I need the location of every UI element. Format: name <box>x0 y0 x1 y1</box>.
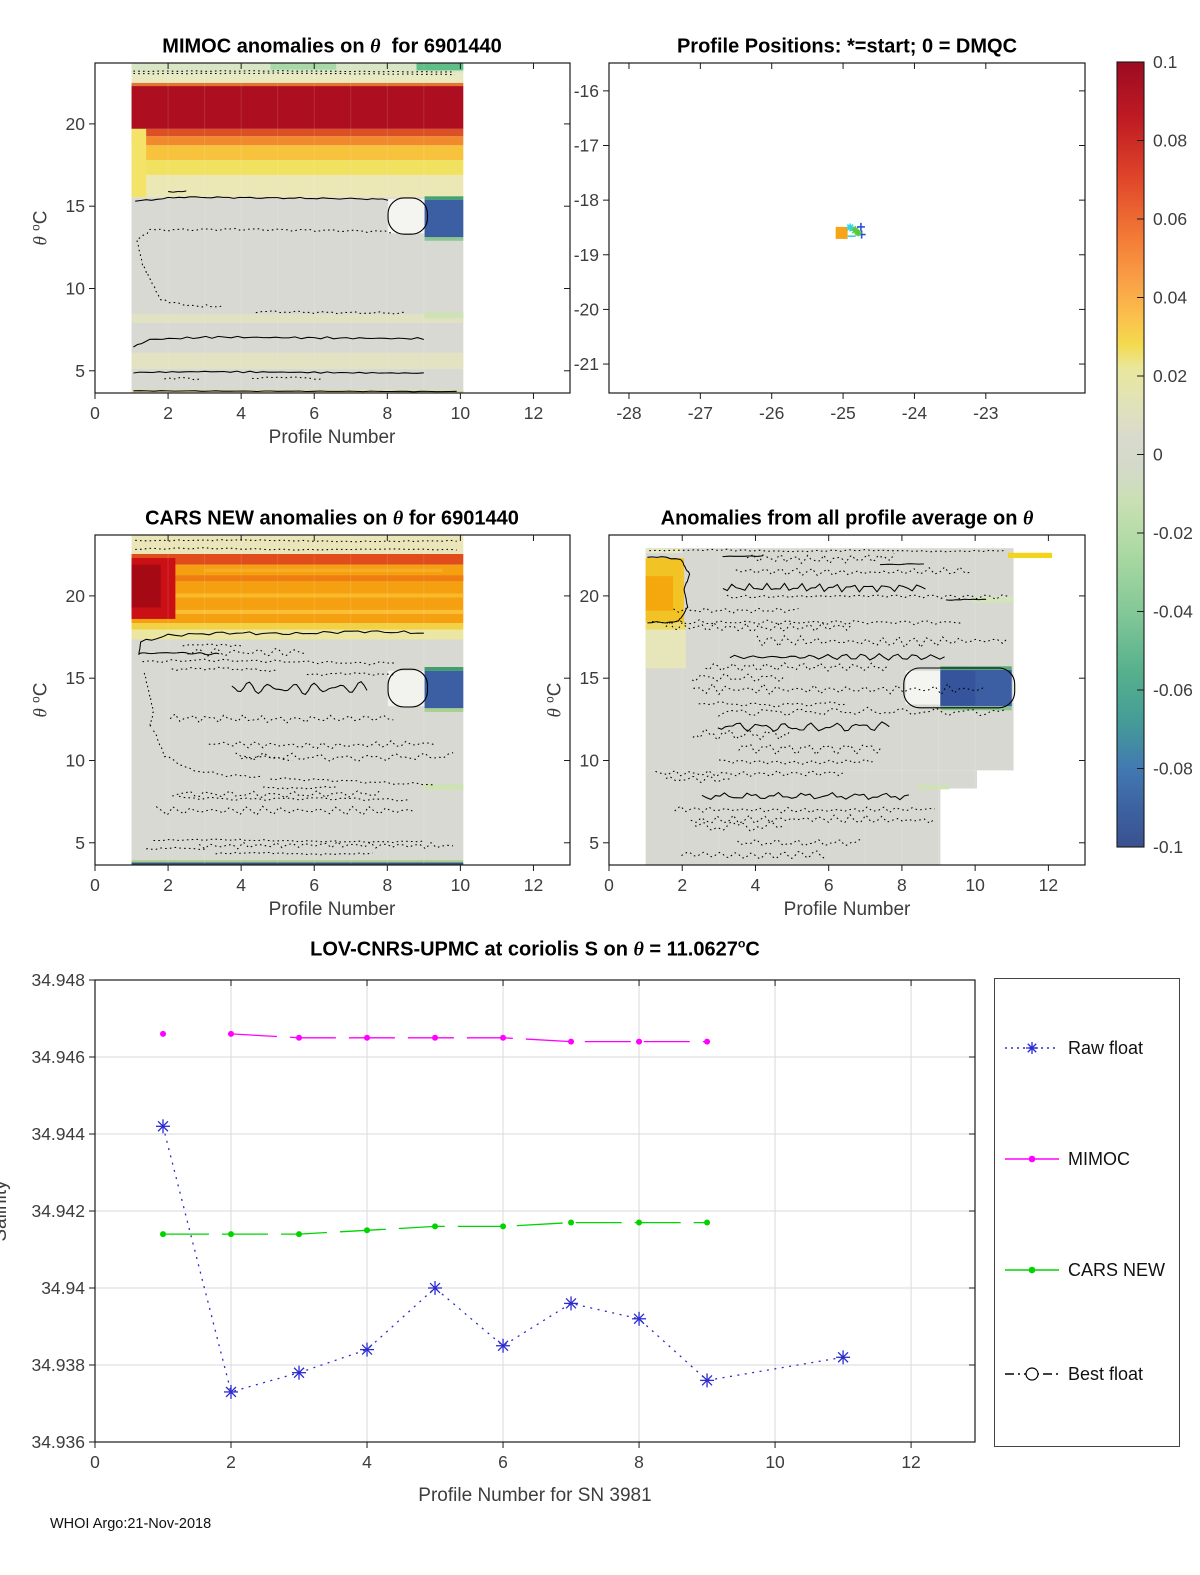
anomalies-xlabel: Profile Number <box>783 899 911 920</box>
salinity-ylabel: Salinity <box>0 1180 11 1242</box>
legend-label-mimoc: MIMOC <box>1068 1148 1130 1169</box>
svg-text:10: 10 <box>765 1452 785 1472</box>
salinity-xlabel: Profile Number for SN 3981 <box>418 1485 652 1506</box>
legend-sample-raw-float <box>1005 1042 1059 1054</box>
svg-text:-0.02: -0.02 <box>1153 523 1193 543</box>
profile-positions-title: Profile Positions: *=start; 0 = DMQC <box>676 35 1018 58</box>
svg-text:-26: -26 <box>759 403 784 423</box>
cars-ylabel: θ oC <box>29 682 52 718</box>
svg-text:-20: -20 <box>574 299 600 319</box>
svg-text:0.06: 0.06 <box>1153 209 1187 229</box>
svg-text:34.948: 34.948 <box>31 970 85 990</box>
svg-text:-21: -21 <box>574 354 599 374</box>
svg-text:-19: -19 <box>574 245 599 265</box>
svg-text:15: 15 <box>66 668 85 688</box>
svg-text:10: 10 <box>965 875 985 895</box>
svg-text:2: 2 <box>163 403 173 423</box>
svg-text:4: 4 <box>362 1452 372 1472</box>
svg-text:12: 12 <box>524 875 543 895</box>
cars-xlabel: Profile Number <box>268 899 396 920</box>
svg-text:0: 0 <box>90 403 100 423</box>
legend-sample-cars-new <box>1005 1266 1059 1274</box>
svg-text:-28: -28 <box>616 403 641 423</box>
svg-text:4: 4 <box>236 875 246 895</box>
svg-text:34.942: 34.942 <box>31 1201 85 1221</box>
svg-text:-0.04: -0.04 <box>1153 602 1193 622</box>
svg-text:34.946: 34.946 <box>31 1047 85 1067</box>
svg-text:6: 6 <box>309 875 319 895</box>
svg-text:34.944: 34.944 <box>31 1124 85 1144</box>
svg-text:-0.1: -0.1 <box>1153 837 1183 857</box>
svg-text:15: 15 <box>580 668 599 688</box>
svg-text:12: 12 <box>901 1452 920 1472</box>
svg-text:2: 2 <box>677 875 687 895</box>
all-profile-anomalies-title: Anomalies from all profile average on θ <box>660 507 1034 530</box>
svg-text:-18: -18 <box>574 190 599 210</box>
svg-text:20: 20 <box>66 114 86 134</box>
svg-text:6: 6 <box>498 1452 508 1472</box>
svg-text:10: 10 <box>66 278 86 298</box>
legend-item-raw-float: Raw float <box>1003 1036 1143 1060</box>
svg-text:-24: -24 <box>902 403 928 423</box>
svg-text:-25: -25 <box>830 403 855 423</box>
svg-text:20: 20 <box>66 586 86 606</box>
mimoc-ylabel: θ oC <box>29 210 52 246</box>
svg-text:0.1: 0.1 <box>1153 52 1177 72</box>
svg-text:4: 4 <box>236 403 246 423</box>
svg-text:2: 2 <box>163 875 173 895</box>
svg-text:0: 0 <box>90 1452 100 1472</box>
svg-text:8: 8 <box>634 1452 644 1472</box>
mimoc-anomalies-title: MIMOC anomalies on θ for 6901440 <box>162 35 502 58</box>
legend-item-best-float: Best float <box>1003 1362 1143 1386</box>
svg-text:34.94: 34.94 <box>41 1278 85 1298</box>
svg-text:5: 5 <box>75 833 85 853</box>
svg-text:15: 15 <box>66 196 85 216</box>
svg-text:8: 8 <box>382 403 392 423</box>
legend-label-raw-float: Raw float <box>1068 1037 1144 1058</box>
svg-text:34.936: 34.936 <box>31 1432 85 1452</box>
svg-text:10: 10 <box>66 750 86 770</box>
svg-text:0: 0 <box>90 875 100 895</box>
svg-text:2: 2 <box>226 1452 236 1472</box>
svg-text:-0.06: -0.06 <box>1153 680 1193 700</box>
svg-text:10: 10 <box>451 403 471 423</box>
svg-text:10: 10 <box>451 875 471 895</box>
svg-text:0.08: 0.08 <box>1153 131 1187 151</box>
legend-item-mimoc: MIMOC <box>1003 1147 1130 1171</box>
salinity-plot-title: LOV-CNRS-UPMC at coriolis S on θ = 11.06… <box>310 936 760 961</box>
legend: Raw float MIMOC CARS NEW Best float <box>994 978 1180 1447</box>
svg-text:6: 6 <box>309 403 319 423</box>
legend-label-best-float: Best float <box>1068 1363 1144 1384</box>
svg-text:-0.08: -0.08 <box>1153 759 1193 779</box>
svg-text:0.04: 0.04 <box>1153 288 1187 308</box>
svg-text:12: 12 <box>1039 875 1058 895</box>
cars-new-anomalies-title: CARS NEW anomalies on θ for 6901440 <box>145 507 519 530</box>
legend-item-cars-new: CARS NEW <box>1003 1258 1165 1282</box>
svg-text:-27: -27 <box>688 403 713 423</box>
svg-text:12: 12 <box>524 403 543 423</box>
svg-text:20: 20 <box>580 586 600 606</box>
svg-text:8: 8 <box>897 875 907 895</box>
svg-text:0.02: 0.02 <box>1153 366 1187 386</box>
svg-text:10: 10 <box>580 750 600 770</box>
svg-text:8: 8 <box>382 875 392 895</box>
mimoc-xlabel: Profile Number <box>268 427 396 448</box>
svg-text:34.938: 34.938 <box>31 1355 85 1375</box>
svg-text:5: 5 <box>75 361 85 381</box>
legend-sample-mimoc <box>1005 1155 1059 1163</box>
svg-text:-16: -16 <box>574 81 599 101</box>
legend-sample-best-float <box>1005 1367 1059 1381</box>
footer-timestamp: WHOI Argo:21-Nov-2018 <box>50 1516 212 1532</box>
svg-text:4: 4 <box>751 875 761 895</box>
svg-text:5: 5 <box>589 833 599 853</box>
legend-label-cars-new: CARS NEW <box>1068 1259 1166 1280</box>
svg-text:0: 0 <box>604 875 614 895</box>
svg-text:-17: -17 <box>574 136 599 156</box>
svg-text:-23: -23 <box>973 403 998 423</box>
anomalies-ylabel: θ oC <box>543 682 566 718</box>
svg-text:6: 6 <box>824 875 834 895</box>
svg-text:0: 0 <box>1153 445 1163 465</box>
